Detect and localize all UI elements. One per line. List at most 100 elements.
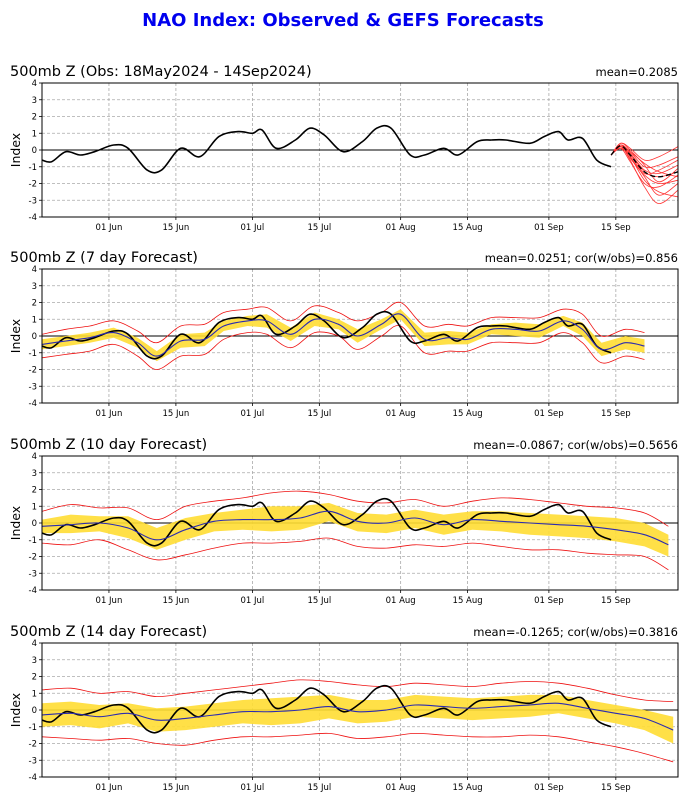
- y-tick-label: -2: [29, 553, 37, 563]
- forecast-14day-panel: -4 -3 -2 -1 0 1 2 3 4 01 Jun 15 Jun 01 Jul 15 Jul 01 …: [8, 624, 679, 792]
- panel-stat: mean=-0.0867; cor(w/obs)=0.5656: [473, 438, 678, 452]
- gefs-member-line: [610, 146, 679, 178]
- x-tick-label: 15 Jun: [162, 783, 189, 792]
- x-tick-label: 01 Aug: [386, 409, 416, 418]
- y-tick-label: 3: [32, 282, 37, 292]
- x-tick-label: 01 Jul: [241, 223, 265, 232]
- y-axis-label: Index: [8, 319, 23, 353]
- y-tick-label: -4: [29, 399, 37, 409]
- x-tick-label: 01 Aug: [386, 596, 416, 605]
- y-tick-label: -1: [29, 349, 37, 359]
- panel-stat: mean=0.0251; cor(w/obs)=0.856: [485, 251, 678, 265]
- y-tick-label: 4: [32, 452, 37, 462]
- y-tick-label: 1: [32, 315, 37, 325]
- panel-title: 500mb Z (7 day Forecast): [10, 250, 198, 266]
- y-axis-label: Index: [8, 693, 23, 727]
- y-tick-label: 4: [32, 639, 37, 649]
- gefs-member-line: [610, 144, 679, 196]
- x-tick-label: 15 Aug: [453, 596, 483, 605]
- x-tick-label: 01 Sep: [534, 409, 564, 418]
- y-tick-label: -4: [29, 586, 37, 596]
- chart-main-title: NAO Index: Observed & GEFS Forecasts: [142, 10, 544, 31]
- y-tick-label: 0: [32, 519, 37, 529]
- x-tick-label: 01 Sep: [534, 596, 564, 605]
- forecast-7day-panel: -4 -3 -2 -1 0 1 2 3 4 01 Jun 15 Jun 01 Jul 15 Jul 01 …: [8, 250, 679, 418]
- gefs-mean-line: [610, 145, 679, 178]
- x-tick-label: 01 Aug: [386, 783, 416, 792]
- observed-line: [41, 310, 612, 360]
- plot-border: [41, 82, 679, 218]
- lower-bound-line: [41, 325, 645, 370]
- y-tick-label: -3: [29, 756, 37, 766]
- x-tick-label: 01 Aug: [386, 223, 416, 232]
- panel-stat: mean=0.2085: [596, 65, 679, 79]
- y-tick-label: 2: [32, 486, 37, 496]
- panel-title: 500mb Z (14 day Forecast): [10, 624, 207, 640]
- x-tick-label: 15 Jul: [307, 223, 331, 232]
- x-tick-label: 15 Jun: [162, 223, 189, 232]
- x-tick-label: 01 Jun: [96, 223, 123, 232]
- y-tick-label: 1: [32, 129, 37, 139]
- y-tick-label: -2: [29, 366, 37, 376]
- y-tick-label: -1: [29, 723, 37, 733]
- y-tick-label: 0: [32, 146, 37, 156]
- plot-border: [41, 455, 679, 591]
- panel-stat: mean=-0.1265; cor(w/obs)=0.3816: [473, 625, 678, 639]
- plot-border: [41, 268, 679, 404]
- y-tick-label: -1: [29, 536, 37, 546]
- y-tick-label: 1: [32, 502, 37, 512]
- x-tick-label: 01 Jul: [241, 409, 265, 418]
- x-tick-label: 01 Jul: [241, 596, 265, 605]
- x-tick-label: 15 Sep: [601, 596, 631, 605]
- gefs-member-line: [610, 147, 679, 188]
- observed-line: [41, 684, 612, 734]
- y-tick-label: 3: [32, 96, 37, 106]
- y-tick-label: -2: [29, 180, 37, 190]
- y-tick-label: 4: [32, 265, 37, 275]
- x-tick-label: 01 Jun: [96, 409, 123, 418]
- x-tick-label: 15 Sep: [601, 409, 631, 418]
- x-tick-label: 15 Aug: [453, 409, 483, 418]
- panel-title: 500mb Z (Obs: 18May2024 - 14Sep2024): [10, 64, 312, 80]
- upper-bound-line: [41, 679, 674, 702]
- ensemble-mean-line: [41, 702, 674, 731]
- y-tick-label: -1: [29, 163, 37, 173]
- y-axis-label: Index: [8, 506, 23, 540]
- y-tick-label: 2: [32, 673, 37, 683]
- y-tick-label: -4: [29, 773, 37, 783]
- x-tick-label: 01 Sep: [534, 223, 564, 232]
- plot-border: [41, 642, 679, 778]
- y-axis-label: Index: [8, 133, 23, 167]
- y-tick-label: -3: [29, 196, 37, 206]
- y-tick-label: 3: [32, 469, 37, 479]
- upper-bound-line: [41, 490, 669, 527]
- spread-band: [42, 694, 674, 744]
- observed-panel: -4 -3 -2 -1 0 1 2 3 4 01 Jun 15 Jun 01 Jul 15 Jul 01 …: [8, 64, 679, 232]
- x-tick-label: 15 Sep: [601, 223, 631, 232]
- x-tick-label: 15 Aug: [453, 783, 483, 792]
- y-tick-label: 2: [32, 299, 37, 309]
- lower-bound-line: [41, 537, 669, 571]
- spread-band: [42, 502, 669, 557]
- y-tick-label: -4: [29, 213, 37, 223]
- x-tick-label: 15 Jul: [307, 596, 331, 605]
- upper-bound-line: [41, 301, 645, 344]
- ensemble-mean-line: [41, 313, 645, 357]
- y-tick-label: 0: [32, 332, 37, 342]
- forecast-10day-panel: -4 -3 -2 -1 0 1 2 3 4 01 Jun 15 Jun 01 Jul 15 Jul 01 …: [8, 437, 679, 605]
- y-tick-label: 2: [32, 113, 37, 123]
- x-tick-label: 15 Jun: [162, 596, 189, 605]
- ensemble-mean-line: [41, 510, 669, 546]
- lower-bound-line: [41, 732, 674, 763]
- y-tick-label: 3: [32, 656, 37, 666]
- x-tick-label: 01 Jun: [96, 783, 123, 792]
- observed-line: [41, 124, 612, 174]
- observed-line: [41, 497, 612, 547]
- x-tick-label: 01 Jul: [241, 783, 265, 792]
- y-tick-label: 0: [32, 706, 37, 716]
- x-tick-label: 01 Jun: [96, 596, 123, 605]
- x-tick-label: 15 Jul: [307, 409, 331, 418]
- spread-band: [42, 309, 645, 362]
- x-tick-label: 15 Jul: [307, 783, 331, 792]
- y-tick-label: 1: [32, 689, 37, 699]
